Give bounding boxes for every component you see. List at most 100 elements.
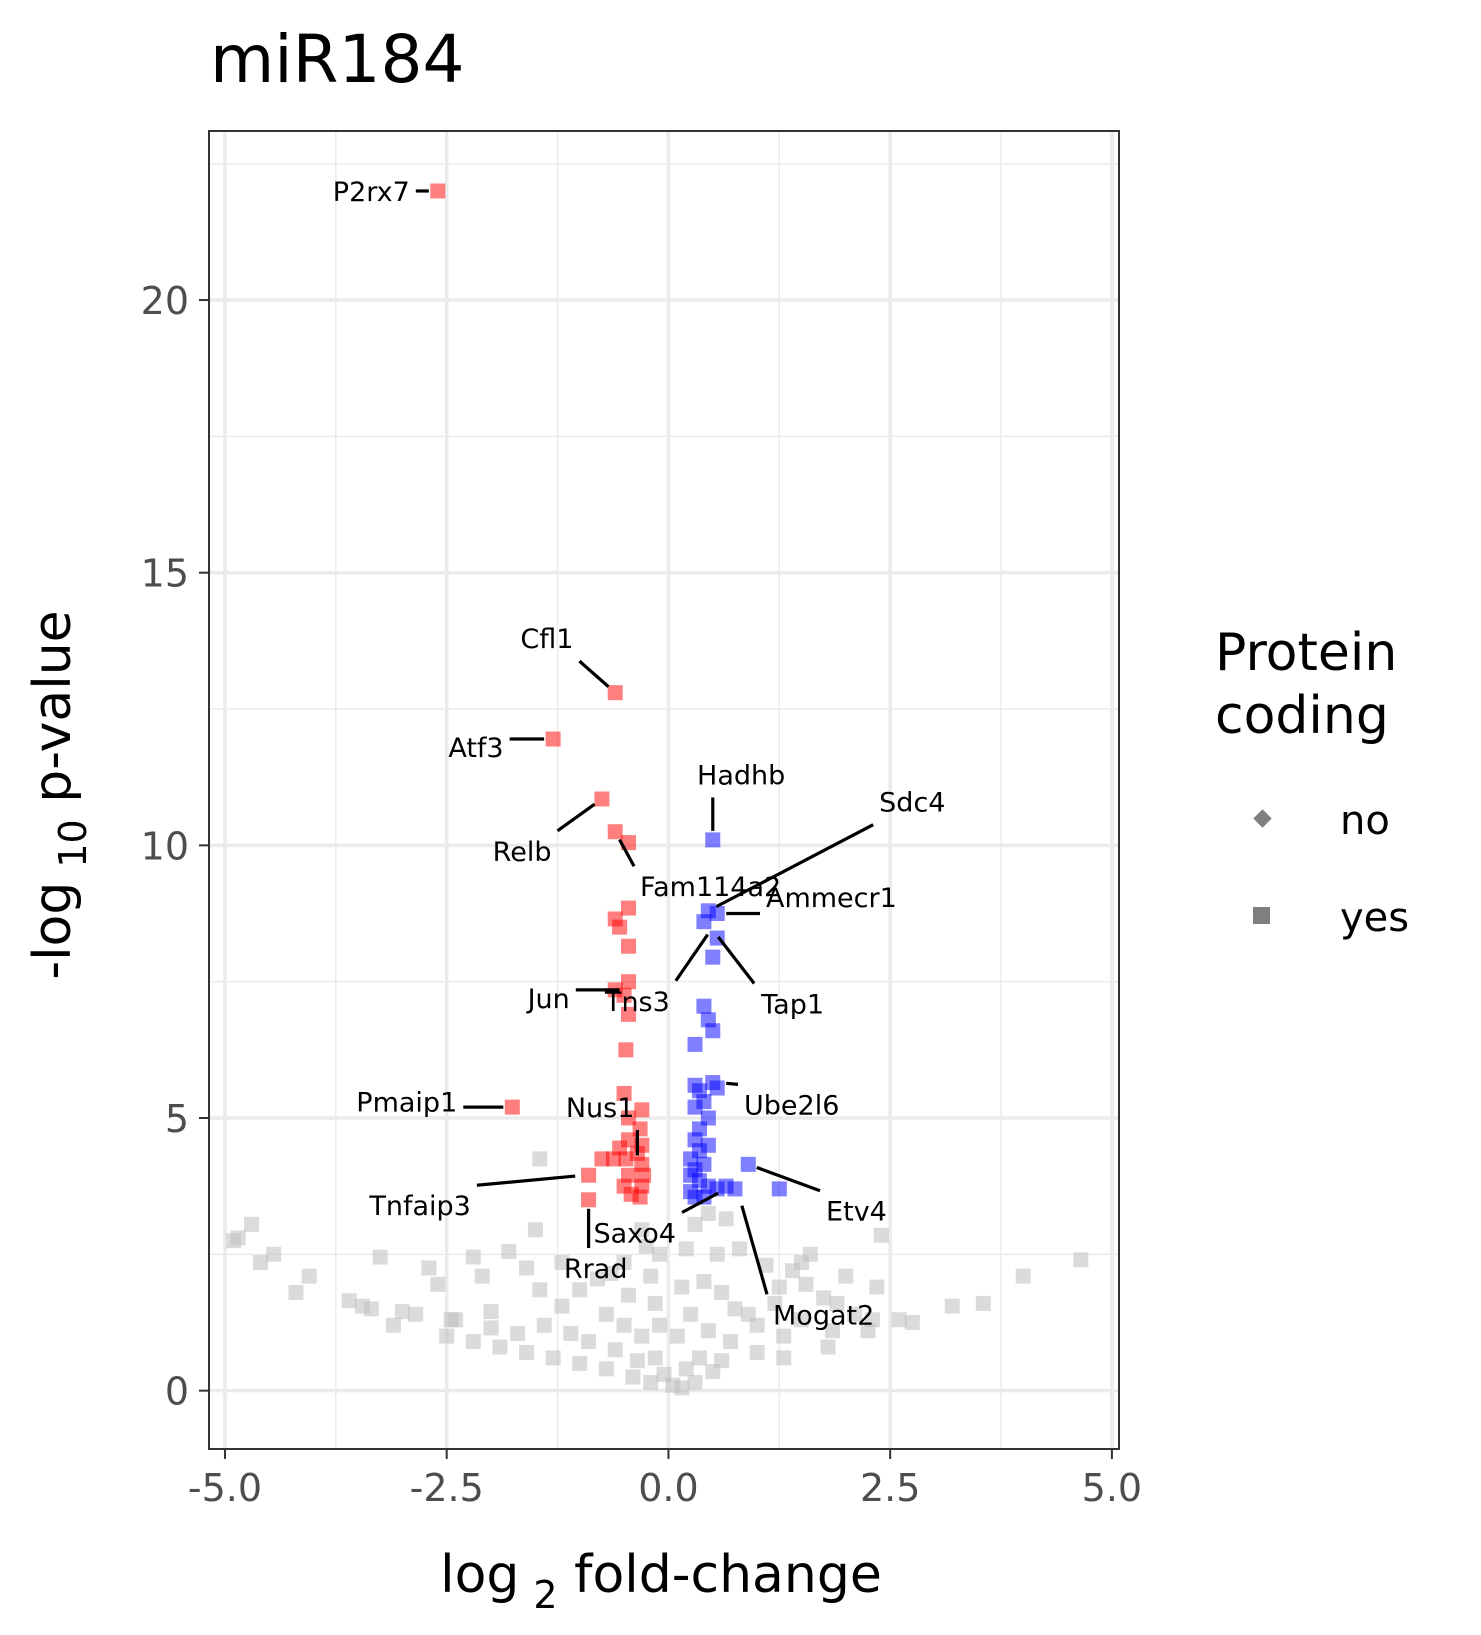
leader-line-tap1 <box>717 936 756 985</box>
point-ns-58 <box>598 1306 614 1322</box>
point-ns-25 <box>572 1282 588 1298</box>
point-ns-105 <box>696 1274 712 1290</box>
point-up-5 <box>705 949 721 965</box>
point-down-1 <box>504 1099 520 1115</box>
y-tick-label-0: 0 <box>165 1370 189 1414</box>
point-ns-18 <box>527 1222 543 1238</box>
point-up-34 <box>687 1189 703 1205</box>
chart-title: miR184 <box>210 21 464 98</box>
y-tick-label-4: 20 <box>141 279 189 323</box>
point-ns-29 <box>621 1287 637 1303</box>
leader-line-saxo4 <box>681 1191 719 1214</box>
point-up-0 <box>705 832 721 848</box>
points-not-significant <box>226 1151 1089 1396</box>
point-ns-5 <box>288 1284 304 1300</box>
point-ns-31 <box>638 1238 654 1254</box>
point-up-12 <box>709 1080 725 1096</box>
point-ns-66 <box>700 1323 716 1339</box>
point-ns-87 <box>904 1314 920 1330</box>
point-ns-108 <box>771 1279 787 1295</box>
gene-label-hadhb: Hadhb <box>697 760 785 791</box>
gene-label-sdc4: Sdc4 <box>879 788 945 819</box>
leader-line-relb <box>556 802 596 833</box>
point-ns-34 <box>532 1151 548 1167</box>
point-down-3 <box>607 685 623 701</box>
point-down-18 <box>621 1110 637 1126</box>
point-ns-67 <box>709 1246 725 1262</box>
point-down-14 <box>621 1006 637 1022</box>
leader-line-fam114a2 <box>618 838 636 868</box>
point-ns-16 <box>421 1260 437 1276</box>
legend-key-square <box>1253 907 1270 924</box>
point-ns-35 <box>439 1328 455 1344</box>
y-tick-label-1: 5 <box>165 1097 189 1141</box>
y-axis-ticks: 0 5 10 15 20 <box>141 279 209 1414</box>
point-ns-20 <box>430 1276 446 1292</box>
point-down-4 <box>594 791 610 807</box>
x-tick-label-0: -5.0 <box>188 1466 262 1510</box>
point-ns-39 <box>545 1350 561 1366</box>
point-ns-59 <box>554 1298 570 1314</box>
point-ns-27 <box>603 1265 619 1281</box>
point-up-15 <box>687 1099 703 1115</box>
point-ns-70 <box>731 1241 747 1257</box>
point-ns-30 <box>634 1222 650 1238</box>
y-axis-title: -log 10 p-value <box>23 610 95 979</box>
point-ns-40 <box>572 1355 588 1371</box>
point-ns-95 <box>687 1374 703 1390</box>
plot-area: P2rx7 Cfl1 Atf3 Hadhb Sdc4 Relb Fam114a2Ammecr… <box>208 130 1120 1450</box>
point-ns-46 <box>581 1334 597 1350</box>
point-ns-47 <box>607 1342 623 1358</box>
gene-label-jun: Jun <box>526 984 570 1015</box>
point-ns-54 <box>647 1350 663 1366</box>
point-ns-24 <box>554 1255 570 1271</box>
point-ns-23 <box>532 1282 548 1298</box>
point-up-8 <box>705 1023 721 1039</box>
point-ns-79 <box>816 1290 832 1306</box>
gene-label-etv4: Etv4 <box>826 1197 887 1228</box>
point-down-24 <box>618 1151 634 1167</box>
point-ns-3 <box>266 1246 282 1262</box>
point-ns-106 <box>718 1211 734 1227</box>
gene-label-tns3: Tns3 <box>604 987 670 1018</box>
point-ns-9 <box>394 1304 410 1320</box>
point-ns-2 <box>230 1230 246 1246</box>
point-ns-81 <box>838 1268 854 1284</box>
point-down-26 <box>605 1151 621 1167</box>
point-ns-107 <box>700 1205 716 1221</box>
gene-label-pmaip1: Pmaip1 <box>356 1088 457 1119</box>
gene-label-rrad: Rrad <box>564 1254 628 1285</box>
point-ns-32 <box>643 1268 659 1284</box>
point-down-34 <box>632 1189 648 1205</box>
point-down-13 <box>616 987 632 1003</box>
y-axis-title-sub: 10 <box>51 819 95 867</box>
point-ns-45 <box>563 1325 579 1341</box>
leader-line-cfl1 <box>578 659 610 688</box>
point-ns-74 <box>767 1295 783 1311</box>
legend-key-diamond <box>1253 809 1272 828</box>
x-tick-label-3: 2.5 <box>860 1466 920 1510</box>
point-ns-21 <box>483 1304 499 1320</box>
point-down-27 <box>594 1151 610 1167</box>
point-ns-37 <box>492 1339 508 1355</box>
point-ns-28 <box>616 1255 632 1271</box>
point-down-35 <box>581 1192 597 1208</box>
y-tick-label-2: 10 <box>141 824 189 868</box>
point-ns-33 <box>647 1295 663 1311</box>
point-ns-15 <box>501 1244 517 1260</box>
point-down-5 <box>607 824 623 840</box>
points-downregulated <box>430 183 652 1208</box>
point-ns-68 <box>714 1284 730 1300</box>
gene-label-ammecr1: Ammecr1 <box>766 883 897 914</box>
point-ns-92 <box>793 1255 809 1271</box>
point-ns-26 <box>589 1271 605 1287</box>
leader-line-tnfaip3 <box>476 1174 576 1187</box>
point-ns-101 <box>776 1350 792 1366</box>
point-ns-6 <box>301 1268 317 1284</box>
point-ns-63 <box>683 1306 699 1322</box>
point-ns-69 <box>723 1334 739 1350</box>
point-ns-82 <box>847 1306 863 1322</box>
point-ns-44 <box>536 1317 552 1333</box>
gene-label-atf3: Atf3 <box>448 733 503 764</box>
